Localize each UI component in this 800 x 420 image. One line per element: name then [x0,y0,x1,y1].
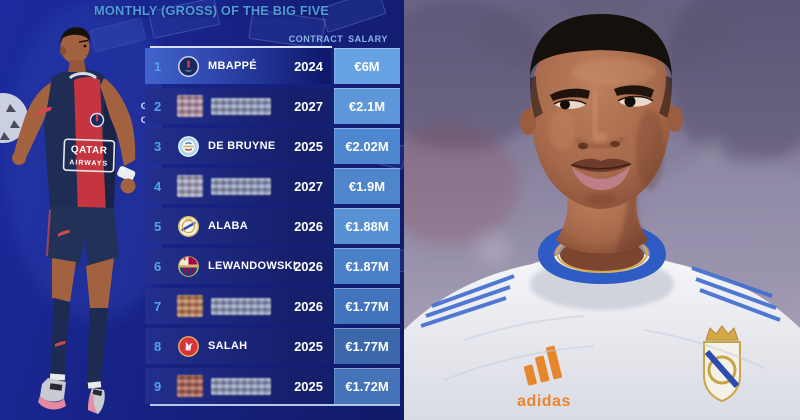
censored-club-badge [177,295,203,317]
table-bottom-line [150,404,400,406]
rank-number: 6 [154,258,162,274]
censored-player-name [211,97,271,115]
liverpool-crest-icon [178,335,199,357]
contract-year: 2025 [294,378,323,394]
censored-club-badge [177,375,203,397]
table-row-de-bruyne: 3 DE BRUYNE 2025 €2.02M [145,128,400,164]
contract-column-header: CONTRACT [288,34,344,44]
censored-player-name [211,177,271,195]
censored-club-badge [177,175,203,197]
salary-cell: €1.72M [334,368,400,404]
censored-player-name [211,297,271,315]
adidas-logo-icon: adidas [517,345,571,410]
rank-number: 2 [154,98,162,114]
rank-number: 7 [154,298,162,314]
real-madrid-crest-icon [703,325,741,403]
psg-crest-on-shirt-icon [89,112,105,128]
salary-cell: €2.02M [334,128,400,164]
rank-number: 8 [154,338,162,354]
contract-year: 2025 [294,338,323,354]
table-row-censored: 7 2026 €1.77M [145,288,400,324]
table-row-censored: 9 2025 €1.72M [145,368,400,404]
table-row-censored: 2 2027 €2.1M [145,88,400,124]
table-row-mbappe: 1 MBAPPÉ 2024 €6M [145,48,400,84]
salary-cell: €1.9M [334,168,400,204]
contract-year: 2026 [294,298,323,314]
player-name: ALABA [208,220,248,232]
contract-year: 2027 [294,178,323,194]
face [520,14,683,209]
rank-number: 3 [154,138,162,154]
table-body: 1 MBAPPÉ 2024 €6M 2 2027 €2.1M [145,48,400,408]
censored-player-name [211,377,271,395]
table-row-lewandowski: 6 LEWANDOWSKI 2026 €1.87M [145,248,400,284]
salary-cell: €1.88M [334,208,400,244]
player-name: DE BRUYNE [208,140,276,152]
page-title: MONTHLY (GROSS) OF THE BIG FIVE [94,3,330,18]
contract-year: 2024 [294,58,323,74]
contract-year: 2026 [294,258,323,274]
salary-cell: €6M [334,48,400,84]
salary-column-header: SALARY [348,34,388,44]
real-madrid-crest-icon [178,215,199,237]
wristband [117,166,136,182]
rank-number: 5 [154,218,162,234]
table-header-row: CONTRACT SALARY [145,34,400,46]
mbappe-real-madrid-photo: adidas [364,0,800,420]
player-name: LEWANDOWSKI [208,260,297,272]
nike-swoosh-icon [34,107,52,117]
table-row-censored: 4 2027 €1.9M [145,168,400,204]
banknote-decor [319,0,387,33]
rank-number: 1 [154,58,162,74]
adidas-shoulder-stripes-icon [420,266,781,328]
photo-board-text: GO [139,101,150,129]
salary-cell: €1.87M [334,248,400,284]
psg-player-figure: QATAR AIRWAYS [12,27,136,414]
player-name: MBAPPÉ [208,60,257,72]
football-boots [38,378,105,414]
player-name: SALAH [208,340,248,352]
mbappe-psg-photo: QATAR AIRWAYS [0,0,185,420]
table-row-salah: 8 SALAH 2025 €1.77M [145,328,400,364]
shirt-sponsor: QATAR AIRWAYS [62,138,116,173]
salary-cell: €2.1M [334,88,400,124]
psg-crest-icon [178,55,199,77]
barcelona-crest-icon [178,255,199,277]
contract-year: 2027 [294,98,323,114]
sponsor-line1: QATAR [71,144,108,156]
contract-year: 2026 [294,218,323,234]
rank-number: 4 [154,178,162,194]
rank-number: 9 [154,378,162,394]
salary-cell: €1.77M [334,328,400,364]
man-city-crest-icon [178,135,199,157]
table-row-alaba: 5 ALABA 2026 €1.88M [145,208,400,244]
adidas-wordmark: adidas [517,393,571,410]
censored-club-badge [177,95,203,117]
salary-cell: €1.77M [334,288,400,324]
contract-year: 2025 [294,138,323,154]
header-underline [150,46,332,48]
sponsor-line2: AIRWAYS [69,159,108,167]
